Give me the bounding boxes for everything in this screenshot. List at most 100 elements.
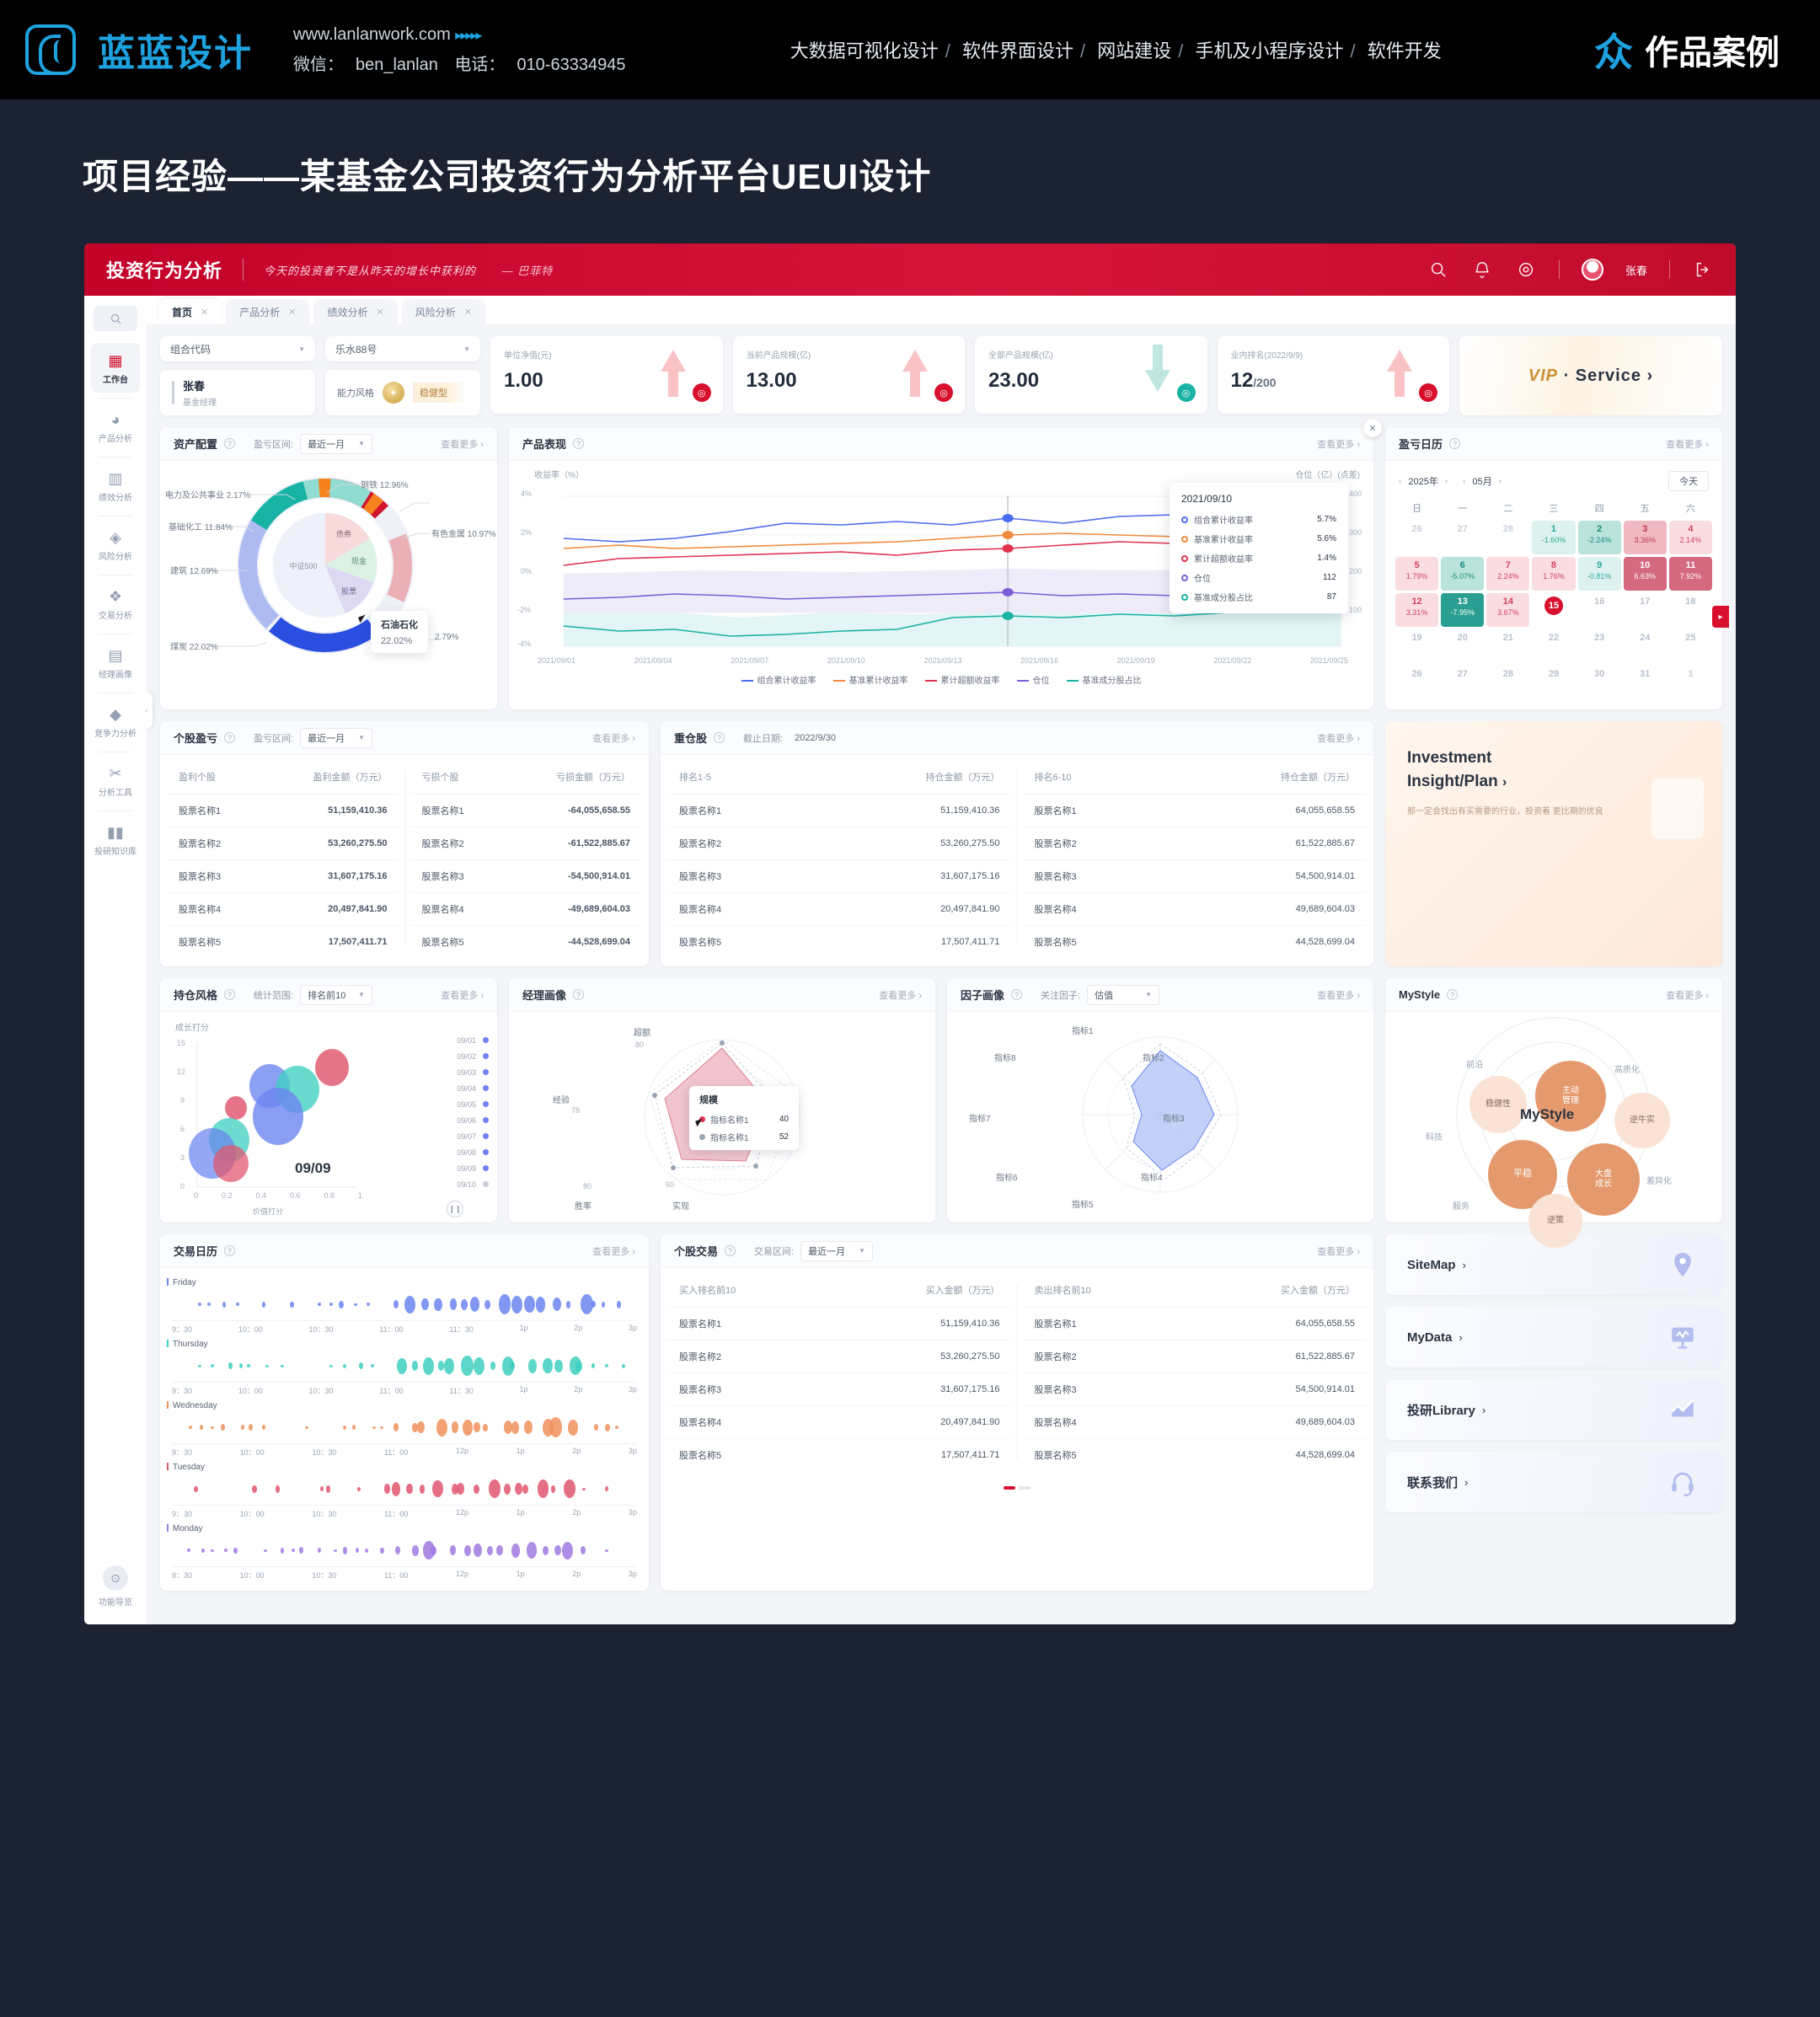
view-more-link[interactable]: 查看更多 ›: [1317, 990, 1360, 1001]
close-icon[interactable]: ✕: [201, 307, 209, 318]
view-more-link[interactable]: 查看更多 ›: [1317, 439, 1360, 450]
timeline-item[interactable]: 09/02: [411, 1048, 489, 1064]
help-icon[interactable]: ?: [224, 1245, 236, 1256]
calendar-day-cell[interactable]: 17: [1624, 593, 1667, 627]
calendar-day-cell[interactable]: 26: [1395, 666, 1438, 699]
calendar-day-cell[interactable]: 14 3.67%: [1486, 593, 1530, 627]
sidebar-guide-button[interactable]: ⊙ 功能导览: [99, 1565, 132, 1608]
pager-dot[interactable]: [1019, 1486, 1030, 1490]
calendar-day-cell[interactable]: 4 2.14%: [1668, 521, 1712, 554]
view-more-link[interactable]: 查看更多 ›: [1666, 990, 1709, 1001]
view-more-link[interactable]: 查看更多 ›: [592, 733, 635, 744]
timeline-item[interactable]: 09/09: [411, 1160, 489, 1176]
asset-period-select[interactable]: 最近一月 ▼: [300, 433, 373, 454]
calendar-day-cell[interactable]: 3 3.36%: [1623, 521, 1667, 554]
calendar-day-cell[interactable]: 12 3.31%: [1395, 593, 1439, 627]
calendar-day-cell[interactable]: 18: [1669, 593, 1712, 627]
calendar-day-cell[interactable]: 1: [1669, 666, 1712, 699]
next-year-icon[interactable]: ›: [1444, 476, 1448, 486]
mystyle-bubble-4[interactable]: 大盘 成长: [1567, 1143, 1640, 1216]
timeline-item[interactable]: 09/03: [411, 1064, 489, 1080]
timeline-item[interactable]: 09/01: [411, 1032, 489, 1048]
help-icon[interactable]: ?: [224, 438, 236, 449]
quick-link-contact[interactable]: 联系我们 ›: [1385, 1452, 1722, 1512]
sidebar-item-analysis-tools[interactable]: ✂ 分析工具: [91, 756, 140, 805]
calendar-day-cell[interactable]: 22: [1532, 629, 1575, 663]
bell-icon[interactable]: [1471, 259, 1493, 281]
calendar-day-cell[interactable]: 27: [1441, 666, 1484, 699]
product-select[interactable]: 乐水88号 ▼: [325, 336, 480, 361]
sidebar-item-risk-analysis[interactable]: ◈ 风险分析: [91, 520, 140, 570]
timeline-slider[interactable]: 09/01 09/02 09/03 09/04 09/05 09/06 09/07 09/08…: [411, 1032, 489, 1192]
help-icon[interactable]: ?: [573, 989, 585, 1000]
mystyle-bubble-5[interactable]: 逆策: [1528, 1194, 1582, 1248]
calendar-day-cell[interactable]: 15: [1532, 593, 1575, 627]
view-more-link[interactable]: 查看更多 ›: [1666, 439, 1709, 450]
pnl-period-select[interactable]: 最近一月 ▼: [300, 727, 373, 748]
calendar-day-cell[interactable]: 16: [1578, 593, 1621, 627]
avatar[interactable]: [1581, 259, 1603, 281]
sidebar-item-research-library[interactable]: ▮▮ 投研知识库: [91, 815, 140, 864]
investment-insight-card[interactable]: Investment Insight/Plan › 那一定会找出有买需要的行业，…: [1385, 721, 1722, 966]
help-icon[interactable]: ?: [573, 438, 585, 449]
close-icon[interactable]: ✕: [288, 307, 297, 318]
calendar-day-cell[interactable]: 29: [1532, 666, 1575, 699]
calendar-day-cell[interactable]: 11 7.92%: [1668, 557, 1712, 591]
view-more-link[interactable]: 查看更多 ›: [1317, 733, 1360, 744]
timeline-item[interactable]: 09/08: [411, 1144, 489, 1160]
view-more-link[interactable]: 查看更多 ›: [879, 990, 922, 1001]
sidebar-search-button[interactable]: [94, 306, 137, 331]
sidebar-item-trade-analysis[interactable]: ❖ 交易分析: [91, 579, 140, 629]
prev-year-icon[interactable]: ‹: [1399, 476, 1402, 486]
mystyle-bubble-1[interactable]: 主动 管理: [1535, 1061, 1606, 1132]
calendar-day-cell[interactable]: 8 1.76%: [1532, 557, 1576, 591]
help-icon[interactable]: ?: [714, 732, 725, 743]
help-icon[interactable]: ?: [1449, 438, 1461, 449]
calendar-day-cell[interactable]: 27: [1441, 521, 1484, 554]
sidebar-item-workbench[interactable]: ▦ 工作台: [91, 343, 140, 393]
calendar-day-cell[interactable]: 6 -5.07%: [1441, 557, 1485, 591]
prev-month-icon[interactable]: ‹: [1463, 476, 1466, 486]
sidebar-item-product-analysis[interactable]: ◕ 产品分析: [91, 402, 140, 452]
settings-icon[interactable]: [1515, 259, 1537, 281]
factor-select[interactable]: 估值 ▼: [1087, 984, 1160, 1005]
tab-home[interactable]: 首页 ✕: [158, 299, 222, 324]
timeline-item[interactable]: 09/07: [411, 1128, 489, 1144]
calendar-day-cell[interactable]: 10 6.63%: [1623, 557, 1667, 591]
mystyle-bubble-2[interactable]: 逆牛实: [1614, 1093, 1670, 1148]
scope-select[interactable]: 排名前10 ▼: [300, 984, 373, 1005]
calendar-day-cell[interactable]: 1 -1.60%: [1532, 521, 1576, 554]
timeline-item[interactable]: 09/10: [411, 1176, 489, 1192]
quick-link-mydata[interactable]: MyData ›: [1385, 1307, 1722, 1367]
calendar-day-cell[interactable]: 30: [1578, 666, 1621, 699]
calendar-day-cell[interactable]: 7 2.24%: [1486, 557, 1530, 591]
tab-product-analysis[interactable]: 产品分析 ✕: [226, 299, 310, 324]
tab-risk-analysis[interactable]: 风险分析 ✕: [401, 299, 485, 324]
logout-icon[interactable]: [1692, 259, 1714, 281]
timeline-item[interactable]: 09/04: [411, 1080, 489, 1096]
view-more-link[interactable]: 查看更多 ›: [441, 990, 484, 1001]
calendar-day-cell[interactable]: 26: [1395, 521, 1438, 554]
sidebar-item-manager-profile[interactable]: ▤ 经理画像: [91, 638, 140, 687]
help-icon[interactable]: ?: [1011, 989, 1023, 1000]
calendar-day-cell[interactable]: 28: [1486, 666, 1529, 699]
help-icon[interactable]: ?: [1447, 989, 1459, 1000]
calendar-day-cell[interactable]: 31: [1624, 666, 1667, 699]
calendar-day-cell[interactable]: 20: [1441, 629, 1484, 663]
calendar-day-cell[interactable]: 9 -0.81%: [1577, 557, 1621, 591]
close-icon[interactable]: ✕: [376, 307, 384, 318]
pause-icon[interactable]: ❙❙: [447, 1201, 463, 1217]
sidebar-collapse-handle[interactable]: ‹: [141, 692, 153, 729]
feedback-tab[interactable]: ▸: [1712, 606, 1729, 628]
calendar-day-cell[interactable]: 5 1.79%: [1395, 557, 1439, 591]
close-icon[interactable]: ✕: [463, 307, 472, 318]
sidebar-item-competitiveness[interactable]: ◆ 竞争力分析: [91, 697, 140, 746]
calendar-day-cell[interactable]: 23: [1578, 629, 1621, 663]
today-button[interactable]: 今天: [1668, 471, 1709, 491]
help-icon[interactable]: ?: [725, 1245, 736, 1256]
vip-service-card[interactable]: VIP · Service ›: [1459, 336, 1722, 415]
timeline-item[interactable]: 09/06: [411, 1112, 489, 1128]
quick-link-sitemap[interactable]: SiteMap ›: [1385, 1234, 1722, 1295]
view-more-link[interactable]: 查看更多 ›: [1317, 1246, 1360, 1257]
mystyle-bubble-0[interactable]: 稳健性: [1469, 1076, 1527, 1133]
